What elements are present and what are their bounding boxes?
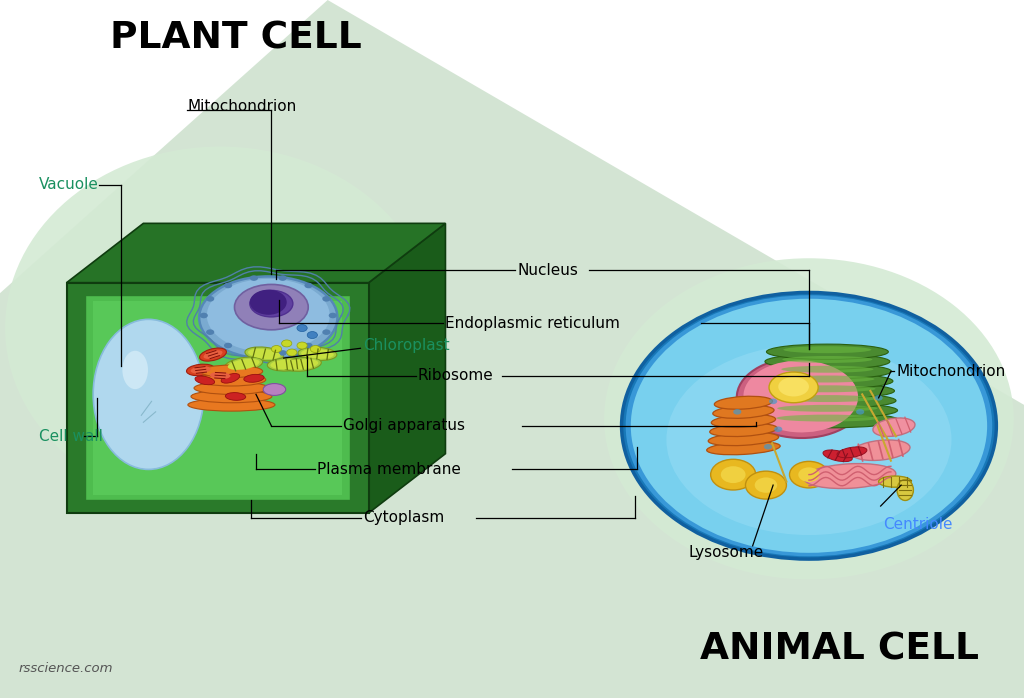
Text: Cell wall: Cell wall: [39, 429, 102, 444]
Circle shape: [774, 426, 782, 432]
Ellipse shape: [765, 354, 890, 369]
Circle shape: [790, 461, 828, 488]
FancyBboxPatch shape: [85, 295, 350, 500]
Ellipse shape: [195, 376, 215, 385]
Polygon shape: [67, 223, 445, 283]
Text: Mitochondrion: Mitochondrion: [187, 99, 297, 114]
Ellipse shape: [5, 147, 435, 510]
Ellipse shape: [123, 350, 148, 389]
Circle shape: [323, 296, 331, 302]
Ellipse shape: [804, 463, 896, 489]
Text: Golgi apparatus: Golgi apparatus: [343, 418, 465, 433]
Text: Lysosome: Lysosome: [688, 545, 763, 560]
Ellipse shape: [709, 433, 778, 445]
Polygon shape: [369, 223, 445, 513]
Circle shape: [200, 313, 208, 318]
Ellipse shape: [760, 383, 895, 399]
Ellipse shape: [872, 418, 915, 436]
Circle shape: [279, 275, 287, 281]
Ellipse shape: [823, 450, 852, 461]
Ellipse shape: [225, 392, 246, 401]
Ellipse shape: [201, 365, 262, 378]
Ellipse shape: [221, 373, 240, 383]
Ellipse shape: [879, 476, 911, 487]
Text: PLANT CELL: PLANT CELL: [110, 20, 361, 57]
Ellipse shape: [250, 290, 293, 317]
Ellipse shape: [263, 384, 286, 395]
Ellipse shape: [622, 292, 996, 559]
Ellipse shape: [270, 359, 303, 369]
Ellipse shape: [766, 344, 889, 359]
Circle shape: [206, 329, 214, 335]
Ellipse shape: [190, 366, 211, 373]
Ellipse shape: [758, 403, 897, 418]
Ellipse shape: [286, 359, 318, 369]
Ellipse shape: [244, 374, 264, 383]
Text: Cytoplasm: Cytoplasm: [364, 510, 444, 526]
Circle shape: [733, 409, 741, 415]
Ellipse shape: [188, 399, 274, 411]
Circle shape: [224, 343, 232, 348]
Circle shape: [224, 283, 232, 288]
Ellipse shape: [301, 349, 334, 359]
Circle shape: [304, 343, 312, 348]
Ellipse shape: [199, 276, 338, 359]
Ellipse shape: [626, 295, 992, 556]
Circle shape: [287, 349, 297, 356]
Circle shape: [711, 459, 756, 490]
Ellipse shape: [712, 415, 775, 427]
Ellipse shape: [783, 346, 871, 353]
Polygon shape: [67, 283, 369, 513]
Text: ANIMAL CELL: ANIMAL CELL: [700, 631, 979, 667]
Text: Centriole: Centriole: [883, 517, 952, 533]
Ellipse shape: [200, 348, 226, 361]
Ellipse shape: [781, 366, 873, 373]
Ellipse shape: [197, 373, 266, 386]
Circle shape: [206, 296, 214, 302]
Ellipse shape: [778, 395, 877, 402]
FancyBboxPatch shape: [93, 301, 342, 495]
Ellipse shape: [707, 442, 780, 454]
Circle shape: [250, 290, 287, 315]
Ellipse shape: [743, 360, 858, 433]
Ellipse shape: [776, 415, 879, 422]
Ellipse shape: [837, 447, 867, 458]
Circle shape: [282, 340, 292, 347]
Ellipse shape: [769, 372, 818, 403]
Text: Plasma membrane: Plasma membrane: [317, 461, 462, 477]
Ellipse shape: [190, 390, 272, 403]
Ellipse shape: [710, 424, 777, 436]
Ellipse shape: [780, 376, 874, 383]
Ellipse shape: [93, 320, 204, 469]
Circle shape: [279, 350, 287, 356]
Circle shape: [755, 477, 777, 493]
Ellipse shape: [737, 357, 864, 438]
Ellipse shape: [763, 364, 891, 379]
Text: Mitochondrion: Mitochondrion: [896, 364, 1006, 379]
Circle shape: [874, 395, 883, 401]
Ellipse shape: [631, 299, 987, 553]
Ellipse shape: [782, 356, 872, 363]
Text: Endoplasmic reticulum: Endoplasmic reticulum: [445, 315, 621, 331]
Circle shape: [250, 275, 258, 281]
Circle shape: [856, 409, 864, 415]
Circle shape: [799, 468, 819, 482]
Ellipse shape: [715, 396, 772, 409]
Circle shape: [271, 346, 282, 352]
Circle shape: [297, 342, 307, 349]
Ellipse shape: [713, 406, 774, 418]
Ellipse shape: [667, 345, 951, 535]
Circle shape: [745, 471, 786, 499]
Text: Nucleus: Nucleus: [517, 262, 578, 278]
Ellipse shape: [762, 373, 893, 389]
Ellipse shape: [283, 357, 322, 371]
Ellipse shape: [778, 377, 809, 396]
Text: rsscience.com: rsscience.com: [18, 662, 113, 675]
Ellipse shape: [298, 347, 337, 361]
Ellipse shape: [267, 357, 306, 371]
Ellipse shape: [210, 372, 230, 379]
Text: Vacuole: Vacuole: [39, 177, 98, 193]
Ellipse shape: [851, 440, 910, 461]
Ellipse shape: [759, 393, 896, 408]
